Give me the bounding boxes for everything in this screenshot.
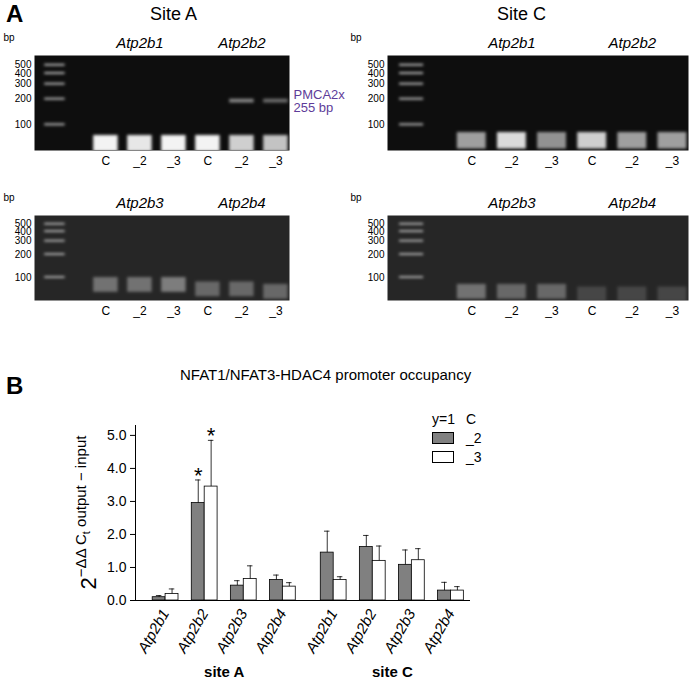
svg-text:C: C <box>588 154 597 168</box>
svg-text:200: 200 <box>368 93 385 104</box>
svg-text:200: 200 <box>15 249 32 260</box>
svg-text:Atp2b1: Atp2b1 <box>115 34 164 51</box>
svg-text:500: 500 <box>14 218 32 230</box>
svg-text:400: 400 <box>15 68 32 79</box>
svg-text:Atp2b4: Atp2b4 <box>217 194 266 211</box>
svg-text:_2: _2 <box>132 304 147 318</box>
svg-text:_3: _3 <box>268 154 283 168</box>
svg-text:C: C <box>102 304 111 318</box>
svg-text:_3: _3 <box>665 304 680 318</box>
html-text:Site C: Site C <box>497 4 546 24</box>
html-text:y=1: y=1 <box>432 411 455 427</box>
svg-text:2.0: 2.0 <box>107 526 127 542</box>
svg-text:_3: _3 <box>544 154 559 168</box>
svg-text:_2: _2 <box>625 154 640 168</box>
svg-text:bp: bp <box>4 192 16 203</box>
svg-text:400: 400 <box>367 225 385 237</box>
svg-text:100: 100 <box>368 119 385 130</box>
html-text:Site A: Site A <box>150 4 197 24</box>
svg-text:Atp2b2: Atp2b2 <box>172 605 211 656</box>
svg-text:Atp2b3: Atp2b3 <box>380 605 419 656</box>
svg-text:_2: _2 <box>504 154 519 168</box>
svg-text:*: * <box>194 463 203 488</box>
svg-text:site C: site C <box>372 663 413 680</box>
svg-text:C: C <box>588 304 597 318</box>
svg-text:Atp2b3: Atp2b3 <box>115 194 164 211</box>
svg-text:bp: bp <box>351 192 363 203</box>
svg-text:Atp2b1: Atp2b1 <box>487 34 536 51</box>
svg-text:100: 100 <box>15 119 32 130</box>
svg-text:400: 400 <box>368 68 385 79</box>
svg-text:1.0: 1.0 <box>107 559 127 575</box>
svg-text:100: 100 <box>368 272 385 283</box>
svg-text:500: 500 <box>367 59 385 71</box>
svg-text:200: 200 <box>368 249 385 260</box>
svg-text:C: C <box>204 304 213 318</box>
svg-text:_2: _2 <box>504 304 519 318</box>
svg-text:C: C <box>204 154 213 168</box>
svg-text:3.0: 3.0 <box>107 493 127 509</box>
svg-text:400: 400 <box>14 225 32 237</box>
svg-text:C: C <box>467 304 476 318</box>
html-text:C: C <box>466 411 477 427</box>
svg-text:Atp2b2: Atp2b2 <box>608 34 657 51</box>
html-text:NFAT1/NFAT3-HDAC4 promoter occ: NFAT1/NFAT3-HDAC4 promoter occupancy <box>180 366 472 383</box>
svg-text:_3: _3 <box>166 154 181 168</box>
html-text:B: B <box>6 372 24 399</box>
svg-text:Atp2b3: Atp2b3 <box>212 605 251 656</box>
svg-text:300: 300 <box>368 78 385 89</box>
svg-text:_2: _2 <box>234 154 249 168</box>
svg-text:200: 200 <box>15 93 32 104</box>
svg-text:_3: _3 <box>665 154 680 168</box>
svg-text:C: C <box>102 154 111 168</box>
svg-text:*: * <box>207 423 216 448</box>
svg-text:bp: bp <box>351 32 363 43</box>
html-text:A: A <box>6 0 24 27</box>
svg-text:C: C <box>467 154 476 168</box>
svg-text:300: 300 <box>15 235 32 246</box>
svg-text:4.0: 4.0 <box>107 460 127 476</box>
svg-text:Atp2b2: Atp2b2 <box>341 605 380 656</box>
svg-text:Atp2b2: Atp2b2 <box>217 34 266 51</box>
svg-text:Atp2b4: Atp2b4 <box>251 606 290 657</box>
svg-text:5.0: 5.0 <box>107 427 127 443</box>
svg-text:_3: _3 <box>544 304 559 318</box>
svg-text:_3: _3 <box>268 304 283 318</box>
svg-text:PMCA2x255 bp: PMCA2x255 bp <box>294 87 346 115</box>
svg-text:2−ΔΔ Ct output − input: 2−ΔΔ Ct output − input <box>72 435 101 590</box>
html-text:_3: _3 <box>466 449 482 465</box>
svg-text:500: 500 <box>14 59 32 71</box>
svg-text:_2: _2 <box>625 304 640 318</box>
html-text:_2: _2 <box>466 430 482 446</box>
svg-text:Atp2b1: Atp2b1 <box>301 606 340 657</box>
svg-text:Atp2b3: Atp2b3 <box>487 194 536 211</box>
svg-text:Atp2b4: Atp2b4 <box>419 606 458 657</box>
svg-text:_3: _3 <box>166 304 181 318</box>
svg-text:0.0: 0.0 <box>107 592 127 608</box>
svg-text:_2: _2 <box>132 154 147 168</box>
svg-text:bp: bp <box>4 32 16 43</box>
svg-text:500: 500 <box>367 218 385 230</box>
svg-text:300: 300 <box>15 78 32 89</box>
svg-text:Atp2b1: Atp2b1 <box>133 606 172 657</box>
svg-text:100: 100 <box>15 272 32 283</box>
svg-text:Atp2b4: Atp2b4 <box>608 194 657 211</box>
svg-text:300: 300 <box>368 235 385 246</box>
svg-text:_2: _2 <box>234 304 249 318</box>
svg-text:site A: site A <box>204 663 244 680</box>
